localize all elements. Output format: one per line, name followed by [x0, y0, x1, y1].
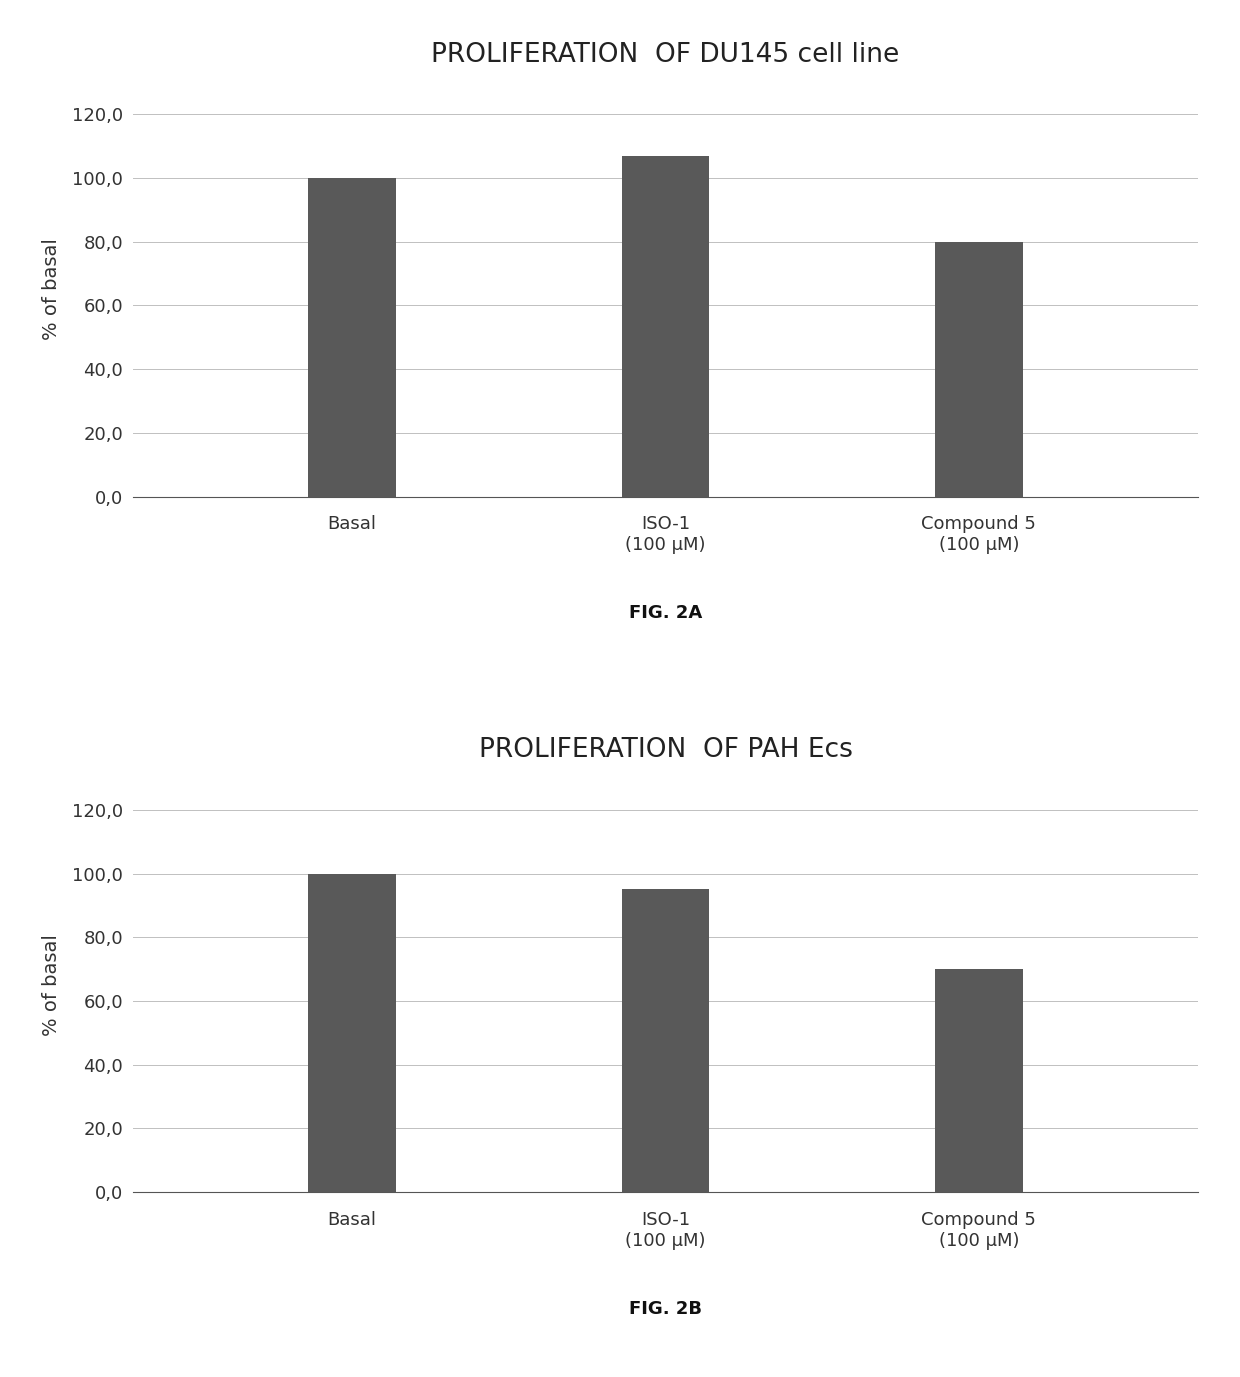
Bar: [621, 890, 709, 1192]
Title: PROLIFERATION  OF DU145 cell line: PROLIFERATION OF DU145 cell line: [432, 41, 899, 67]
Bar: [621, 156, 709, 497]
Y-axis label: % of basal: % of basal: [42, 238, 61, 340]
Text: FIG. 2A: FIG. 2A: [629, 605, 702, 622]
Bar: [309, 873, 396, 1192]
Bar: [935, 242, 1023, 497]
Text: FIG. 2B: FIG. 2B: [629, 1300, 702, 1318]
Y-axis label: % of basal: % of basal: [42, 934, 61, 1036]
Bar: [935, 969, 1023, 1192]
Bar: [309, 178, 396, 497]
Title: PROLIFERATION  OF PAH Ecs: PROLIFERATION OF PAH Ecs: [479, 737, 852, 763]
